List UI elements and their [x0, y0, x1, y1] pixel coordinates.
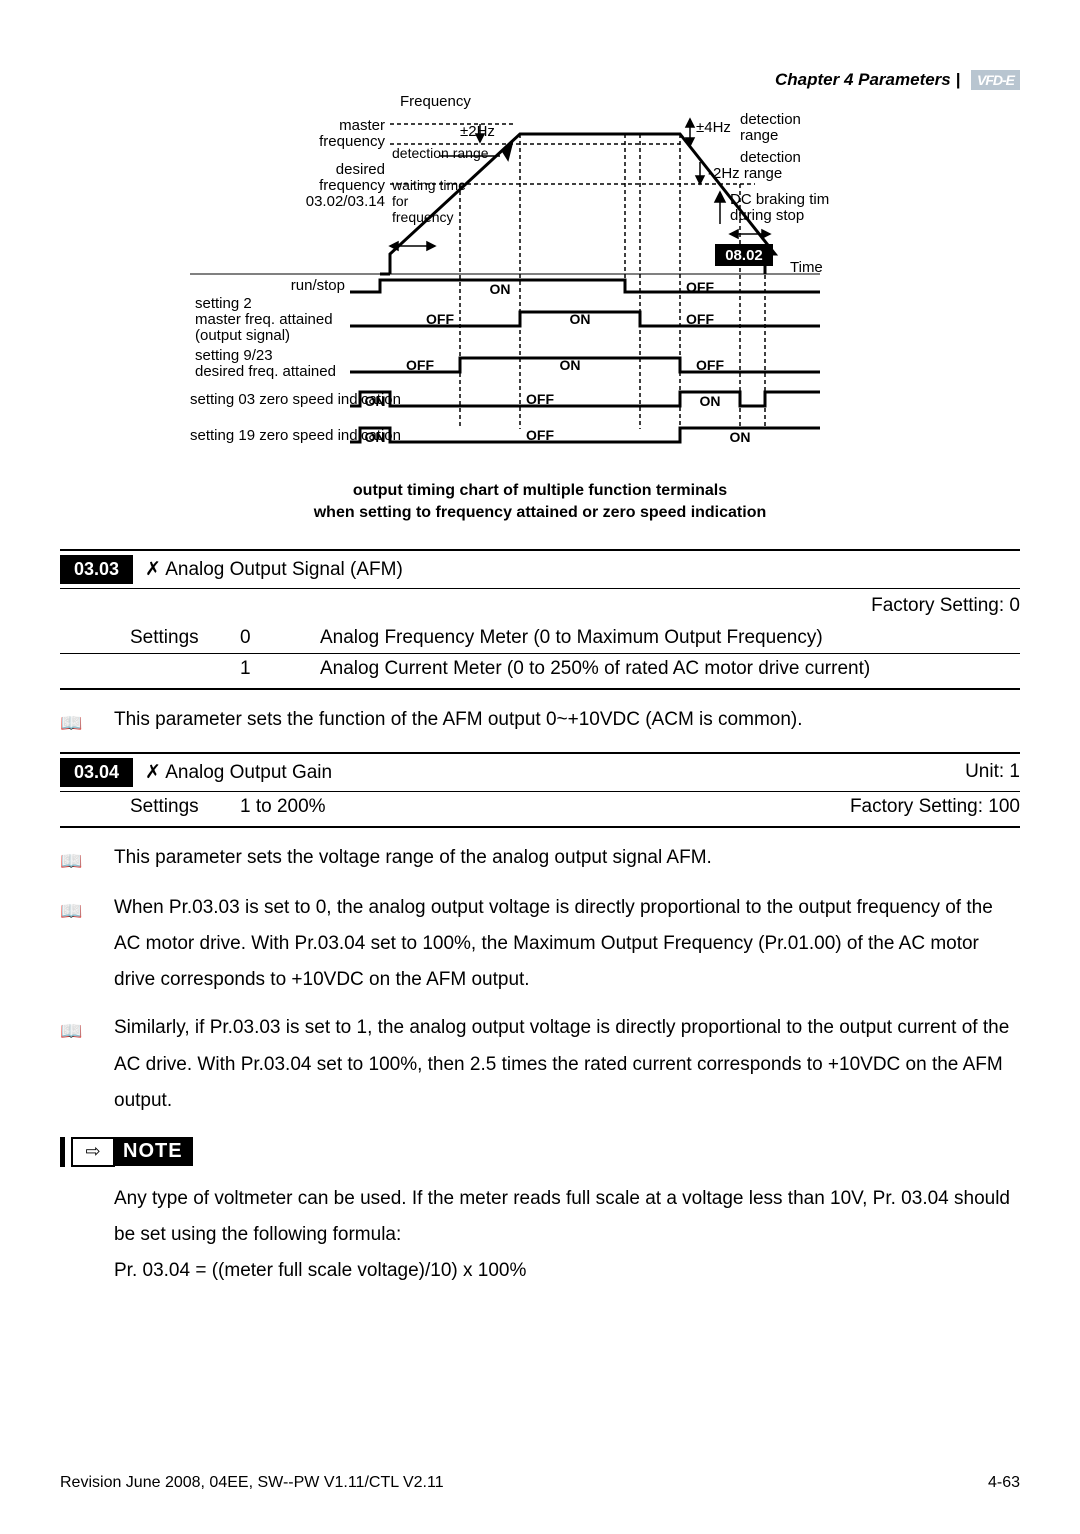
- svg-text:ON: ON: [490, 281, 511, 297]
- diagram-caption: output timing chart of multiple function…: [60, 480, 1020, 525]
- description-bullet: 📖 When Pr.03.03 is set to 0, the analog …: [60, 890, 1020, 998]
- setting-value: 0: [240, 627, 320, 649]
- page-footer: Revision June 2008, 04EE, SW--PW V1.11/C…: [60, 1474, 1020, 1492]
- svg-text:detection range: detection range: [392, 145, 489, 161]
- svg-text:-2Hz range: -2Hz range: [708, 165, 782, 182]
- note-text-2: Pr. 03.04 = ((meter full scale voltage)/…: [60, 1253, 1020, 1289]
- svg-text:for: for: [392, 193, 409, 209]
- svg-text:setting 2: setting 2: [195, 295, 252, 312]
- setting-desc: Analog Current Meter (0 to 250% of rated…: [320, 658, 1020, 680]
- settings-label: Settings: [60, 627, 240, 649]
- param-number: 03.03: [60, 555, 133, 584]
- svg-text:desired: desired: [336, 161, 385, 178]
- svg-text:master: master: [339, 117, 385, 134]
- note-icon: ⇨: [71, 1137, 115, 1167]
- note-text-1: Any type of voltmeter can be used. If th…: [60, 1181, 1020, 1253]
- svg-text:Frequency: Frequency: [400, 94, 471, 110]
- setting-desc: Analog Frequency Meter (0 to Maximum Out…: [320, 627, 1020, 649]
- book-icon: 📖: [60, 840, 114, 878]
- caption-line-2: when setting to frequency attained or ze…: [60, 502, 1020, 524]
- factory-setting: Factory Setting: 100: [850, 796, 1020, 818]
- setting-value: 1: [240, 658, 320, 680]
- svg-text:run/stop: run/stop: [291, 277, 345, 294]
- svg-text:ON: ON: [560, 357, 581, 373]
- svg-text:OFF: OFF: [526, 391, 554, 407]
- param-title: ✗ Analog Output Signal (AFM): [145, 558, 1020, 581]
- svg-text:ON: ON: [700, 393, 721, 409]
- svg-text:03.02/03.14: 03.02/03.14: [306, 193, 385, 210]
- description-bullet: 📖 This parameter sets the voltage range …: [60, 840, 1020, 878]
- param-0303: 03.03 ✗ Analog Output Signal (AFM) Facto…: [60, 549, 1020, 690]
- svg-text:ON: ON: [365, 393, 386, 409]
- svg-text:setting 9/23: setting 9/23: [195, 347, 273, 364]
- svg-text:frequency: frequency: [319, 133, 385, 150]
- svg-text:ON: ON: [570, 311, 591, 327]
- description-bullet: 📖 Similarly, if Pr.03.03 is set to 1, th…: [60, 1010, 1020, 1118]
- bullet-text: When Pr.03.03 is set to 0, the analog ou…: [114, 890, 1020, 998]
- svg-text:OFF: OFF: [696, 357, 724, 373]
- description-bullet: 📖 This parameter sets the function of th…: [60, 702, 1020, 740]
- bullet-text: Similarly, if Pr.03.03 is set to 1, the …: [114, 1010, 1020, 1118]
- svg-text:ON: ON: [365, 429, 386, 445]
- svg-text:OFF: OFF: [426, 311, 454, 327]
- svg-text:detection: detection: [740, 149, 801, 166]
- revision-text: Revision June 2008, 04EE, SW--PW V1.11/C…: [60, 1474, 444, 1492]
- bullet-text: This parameter sets the function of the …: [114, 702, 1020, 740]
- bullet-text: This parameter sets the voltage range of…: [114, 840, 1020, 878]
- svg-text:Time: Time: [790, 259, 823, 276]
- svg-text:ON: ON: [730, 429, 751, 445]
- svg-text:frequency: frequency: [319, 177, 385, 194]
- param-0304: 03.04 ✗ Analog Output Gain Unit: 1 Setti…: [60, 752, 1020, 828]
- factory-setting: Factory Setting: 0: [60, 589, 1020, 623]
- svg-text:OFF: OFF: [526, 427, 554, 443]
- brand-logo: VFD-E: [971, 70, 1020, 90]
- svg-text:waiting time: waiting time: [391, 177, 466, 193]
- svg-text:±4Hz: ±4Hz: [696, 119, 731, 136]
- svg-text:master freq. attained: master freq. attained: [195, 311, 333, 328]
- svg-text:during stop: during stop: [730, 207, 804, 224]
- note-label: NOTE: [113, 1137, 193, 1166]
- chapter-title: Chapter 4 Parameters: [775, 70, 951, 89]
- param-number: 03.04: [60, 758, 133, 787]
- runtime-icon: ✗: [145, 762, 161, 783]
- param-title-text: Analog Output Signal (AFM): [165, 559, 403, 580]
- param-title-text: Analog Output Gain: [165, 762, 332, 783]
- book-icon: 📖: [60, 890, 114, 998]
- svg-text:frequency: frequency: [392, 209, 453, 225]
- runtime-icon: ✗: [145, 559, 161, 580]
- setting-range: 1 to 200%: [240, 796, 850, 818]
- book-icon: 📖: [60, 1010, 114, 1118]
- svg-text:±2Hz: ±2Hz: [460, 123, 495, 140]
- svg-text:08.02: 08.02: [725, 247, 763, 264]
- param-title: ✗ Analog Output Gain: [145, 761, 965, 784]
- svg-text:detection: detection: [740, 111, 801, 128]
- svg-text:(output signal): (output signal): [195, 327, 290, 344]
- svg-text:DC braking tim: DC braking tim: [730, 191, 829, 208]
- svg-text:OFF: OFF: [686, 279, 714, 295]
- book-icon: 📖: [60, 702, 114, 740]
- caption-line-1: output timing chart of multiple function…: [60, 480, 1020, 502]
- svg-text:range: range: [740, 127, 778, 144]
- note-header: ⇨ NOTE: [60, 1137, 1020, 1167]
- timing-diagram: 08.02 Time Frequency master frequency de…: [60, 94, 1020, 464]
- settings-label: Settings: [60, 796, 240, 818]
- page-number: 4-63: [988, 1474, 1020, 1492]
- svg-text:desired freq. attained: desired freq. attained: [195, 363, 336, 380]
- header-sep: |: [956, 70, 961, 89]
- svg-text:OFF: OFF: [406, 357, 434, 373]
- svg-text:OFF: OFF: [686, 311, 714, 327]
- page-header: Chapter 4 Parameters | VFD-E: [60, 70, 1020, 90]
- unit-label: Unit: 1: [965, 761, 1020, 783]
